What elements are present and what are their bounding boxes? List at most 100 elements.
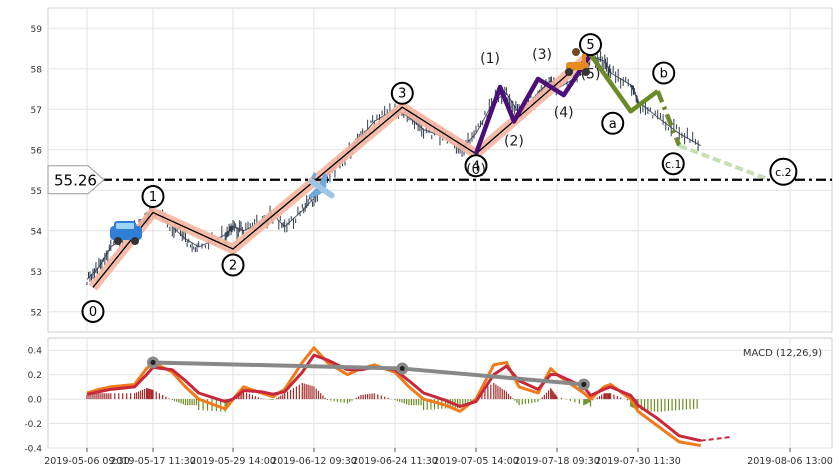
- macd-histogram-bar: [501, 388, 503, 400]
- scooter-icon: [565, 48, 590, 76]
- reference-line: 55.26: [47, 165, 832, 195]
- macd-histogram-bar: [377, 394, 379, 400]
- macd-histogram-bar: [369, 393, 371, 400]
- macd-histogram-bar: [355, 397, 358, 400]
- macd-histogram-bar: [430, 399, 432, 410]
- macd-histogram-bar: [136, 392, 138, 400]
- macd-histogram-bar: [254, 396, 256, 400]
- macd-histogram-bar: [287, 391, 289, 400]
- macd-histogram-bar: [349, 399, 351, 403]
- wave-label-circle: [81, 299, 105, 323]
- macd-histogram-bar: [584, 399, 586, 405]
- subwave-line: [473, 53, 593, 155]
- icons: [110, 48, 590, 245]
- macd-histogram-bar: [553, 392, 555, 400]
- macd-histogram-bar: [317, 390, 320, 400]
- macd-histogram-bar: [685, 399, 688, 410]
- price-y-tick-label: 59: [31, 25, 43, 35]
- macd-histogram-bar: [143, 388, 146, 400]
- macd-histogram-bar: [295, 386, 298, 400]
- macd-histogram-bar: [403, 399, 405, 404]
- macd-y-tick-label: -0.4: [24, 445, 42, 455]
- macd-histogram-bar: [145, 388, 148, 400]
- macd-histogram-bar: [202, 399, 204, 411]
- macd-histogram-bar: [647, 399, 649, 411]
- macd-histogram-bar: [98, 393, 100, 400]
- macd-histogram-bar: [187, 399, 189, 406]
- macd-histogram-bar: [490, 384, 492, 400]
- macd-histogram-bar: [189, 399, 191, 406]
- macd-histogram-bar: [92, 394, 94, 400]
- macd-histogram-bar: [457, 399, 459, 409]
- macd-histogram-bar: [322, 395, 324, 400]
- wave-label-circle: [652, 61, 676, 85]
- macd-histogram-bar: [616, 396, 618, 400]
- macd-histogram-bar: [118, 393, 120, 400]
- macd-histogram-bar: [184, 399, 187, 406]
- wave-label: (0): [466, 162, 486, 178]
- macd-histogram-bar: [298, 384, 300, 400]
- x-tick-label: 2019-07-30 11:30: [595, 456, 681, 467]
- macd-histogram-bar: [336, 399, 339, 402]
- price-plot-area: [47, 7, 833, 333]
- macd-histogram-bar: [324, 397, 326, 400]
- macd-histogram-bar: [671, 399, 673, 411]
- wave-label-circle: [221, 253, 245, 277]
- projection-line: [678, 143, 771, 182]
- impulse-wave-line: [92, 54, 591, 288]
- macd-histogram-bar: [675, 399, 677, 411]
- macd-histogram-bar: [193, 399, 195, 406]
- macd-histogram-bar: [516, 399, 518, 403]
- macd-histogram-bar: [657, 399, 659, 412]
- macd-histogram-bar: [387, 397, 389, 400]
- macd-histogram-bar: [394, 399, 396, 401]
- macd-histogram-bar: [330, 399, 332, 401]
- macd-histogram-bar: [148, 388, 150, 400]
- macd-histogram-bar: [664, 399, 666, 412]
- macd-histogram-bar: [151, 389, 153, 400]
- macd-histogram-bar: [141, 389, 144, 400]
- macd-histogram-bar: [620, 397, 622, 400]
- macd-histogram-bar: [371, 393, 373, 400]
- macd-histogram-bar: [303, 383, 305, 400]
- macd-histogram-bar: [640, 399, 642, 411]
- macd-histogram-bar: [168, 398, 170, 400]
- macd-histogram-bar: [578, 399, 580, 404]
- macd-histogram-bar: [495, 384, 497, 400]
- macd-y-tick-label: -0.2: [24, 420, 42, 430]
- macd-histogram-bar: [86, 394, 88, 400]
- macd-histogram-bar: [537, 399, 539, 402]
- macd-histogram-bar: [326, 399, 329, 401]
- macd-histogram-bar: [248, 393, 251, 400]
- macd-histogram-bar: [358, 396, 360, 400]
- macd-histogram-bar: [605, 393, 607, 400]
- macd-histogram-bar: [598, 396, 601, 400]
- macd-histogram-bar: [534, 399, 536, 403]
- macd-histogram-bar: [180, 399, 182, 404]
- macd-y-tick-label: 0.4: [28, 347, 43, 357]
- macd-histogram-bar: [589, 399, 592, 407]
- x-tick-label: 2019-05-06 09:30: [44, 456, 130, 467]
- macd-trend-point-center: [581, 381, 587, 387]
- macd-histogram-bar: [102, 393, 104, 400]
- macd-histogram-bar: [162, 394, 164, 400]
- macd-histogram-bar: [604, 393, 606, 400]
- macd-histogram-bar: [320, 393, 322, 400]
- macd-histogram-bar: [251, 394, 254, 400]
- macd-histogram-bar: [134, 393, 136, 400]
- macd-histogram-bar: [272, 399, 274, 401]
- wave-label: 4: [472, 159, 480, 174]
- macd-histogram-bar: [301, 382, 303, 400]
- correction-line: [588, 53, 660, 114]
- macd-histogram-bar: [586, 399, 588, 404]
- macd-histogram-bar: [182, 399, 184, 405]
- wave-label: c.2: [775, 166, 792, 179]
- macd-histogram-bar: [521, 399, 523, 405]
- macd-histogram-bar: [487, 386, 489, 400]
- macd-histogram-bar: [138, 391, 140, 400]
- macd-histogram-bar: [464, 399, 466, 405]
- macd-histogram-bar: [106, 393, 108, 400]
- wave-label-circle: [390, 81, 414, 105]
- macd-histogram-bar: [284, 393, 286, 400]
- macd-histogram-bar: [682, 399, 684, 410]
